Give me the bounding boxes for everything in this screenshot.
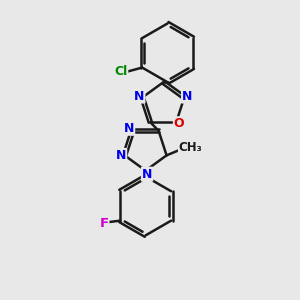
Text: N: N bbox=[116, 149, 126, 162]
Text: N: N bbox=[142, 168, 152, 181]
Text: N: N bbox=[182, 90, 192, 103]
Text: CH₃: CH₃ bbox=[179, 141, 202, 154]
Text: Cl: Cl bbox=[114, 65, 127, 79]
Text: O: O bbox=[174, 117, 184, 130]
Text: F: F bbox=[99, 217, 109, 230]
Text: N: N bbox=[134, 90, 145, 103]
Text: N: N bbox=[124, 122, 134, 135]
